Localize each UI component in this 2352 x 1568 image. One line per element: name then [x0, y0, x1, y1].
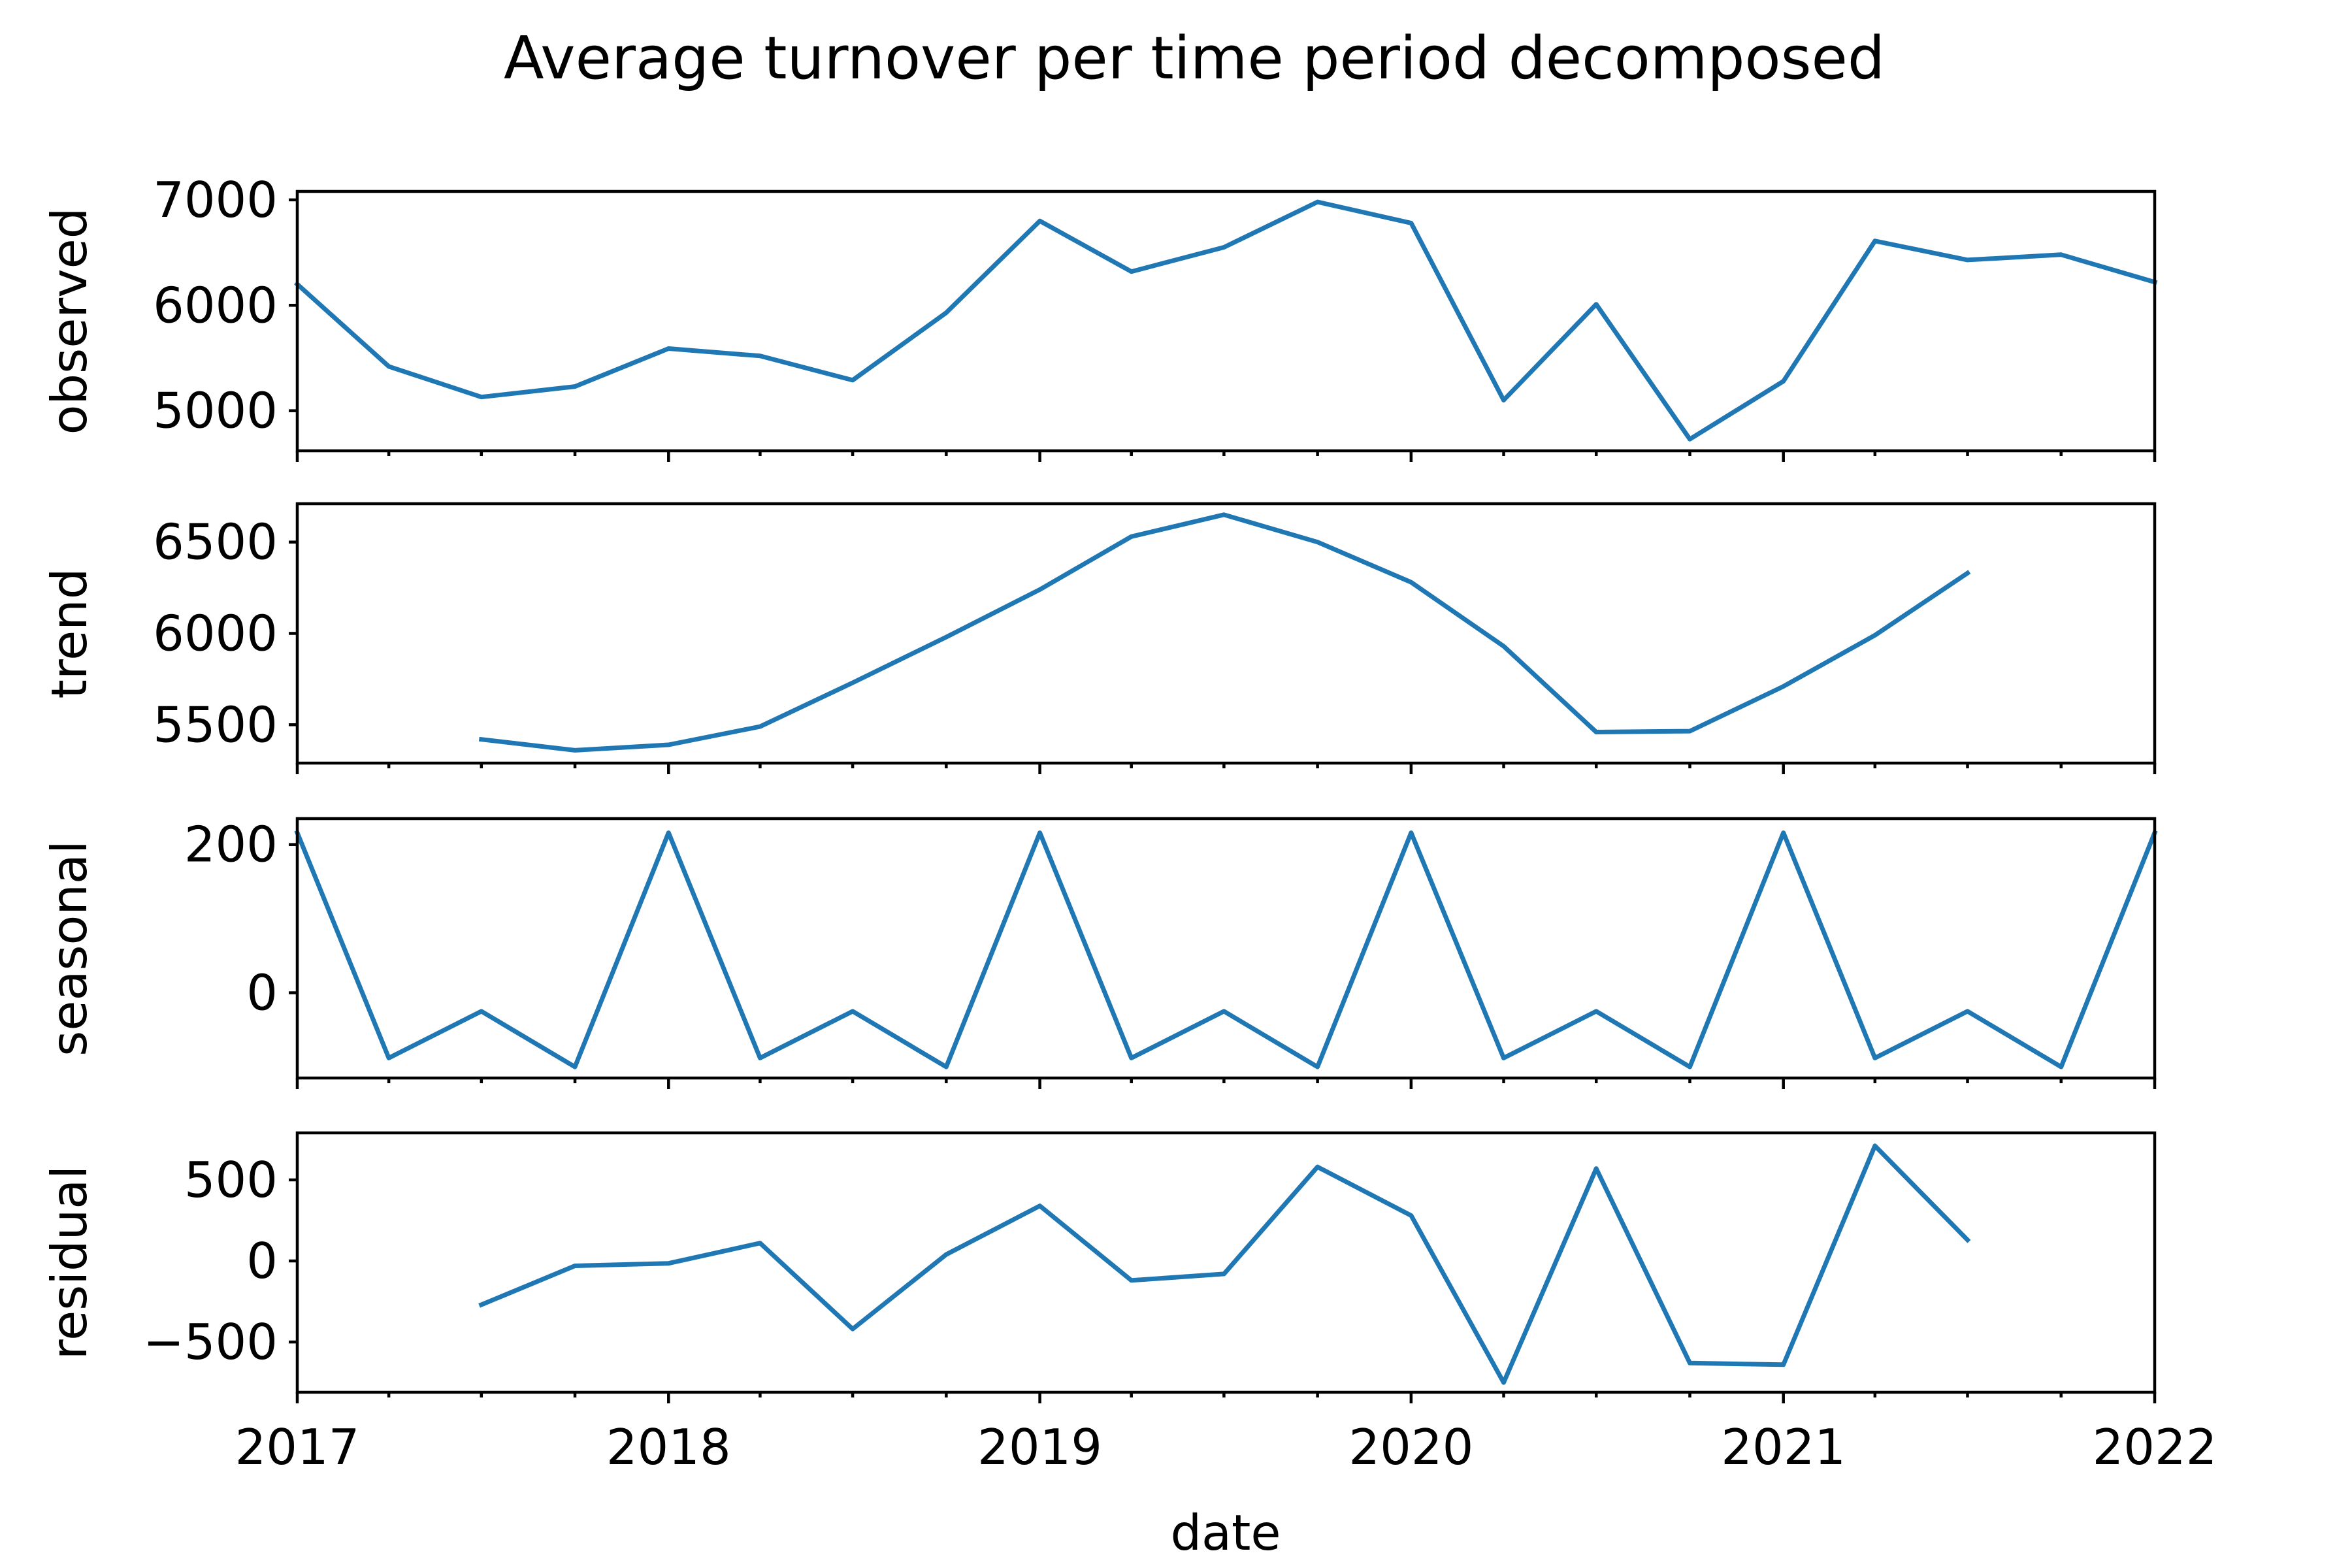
- x-axis-label: date: [1170, 1504, 1281, 1561]
- observed-axis-label: observed: [41, 208, 98, 435]
- seasonal-axis-label: seasonal: [41, 840, 98, 1056]
- trend-axis-label: trend: [41, 568, 98, 699]
- y-tick-label: 6000: [153, 605, 278, 662]
- panel-residual: −500 0 500 residual 2017 2018 2019 2020 2021 2022: [41, 1131, 2217, 1476]
- chart-title: Average turnover per time period decompo…: [504, 24, 1885, 93]
- panel-trend: 5500 6000 6500 trend: [41, 502, 2157, 774]
- y-tick-label: 6500: [153, 514, 278, 571]
- y-tick-label: −500: [143, 1313, 278, 1371]
- observed-frame: [295, 189, 2157, 453]
- x-tick-label: 2017: [235, 1418, 360, 1476]
- residual-line: [478, 1143, 1971, 1385]
- y-tick-label: 0: [246, 1232, 278, 1290]
- x-tick-label: 2020: [1348, 1418, 1473, 1476]
- y-tick-label: 7000: [153, 171, 278, 229]
- seasonal-frame: [295, 817, 2157, 1080]
- x-tick-label: 2021: [1721, 1418, 1846, 1476]
- y-tick-label: 500: [184, 1151, 278, 1209]
- panels-group: 500060007000observed550060006500trend020…: [41, 171, 2217, 1476]
- seasonal-line: [294, 830, 2158, 1070]
- x-tick-label: 2018: [606, 1418, 731, 1476]
- y-tick-label: 5000: [153, 382, 278, 440]
- y-tick-label: 0: [246, 964, 278, 1022]
- y-tick-label: 5500: [153, 696, 278, 753]
- observed-line: [294, 199, 2158, 442]
- panel-observed: 5000 6000 7000 observed: [41, 171, 2158, 462]
- residual-frame: [295, 1131, 2157, 1394]
- trend-line: [478, 512, 1971, 753]
- panel-seasonal: 0 200 seasonal: [41, 816, 2158, 1089]
- x-tick-label: 2019: [977, 1418, 1102, 1476]
- y-tick-label: 200: [184, 816, 278, 874]
- residual-axis-label: residual: [41, 1166, 98, 1360]
- x-tick-label: 2022: [2093, 1418, 2217, 1476]
- y-tick-label: 6000: [153, 276, 278, 334]
